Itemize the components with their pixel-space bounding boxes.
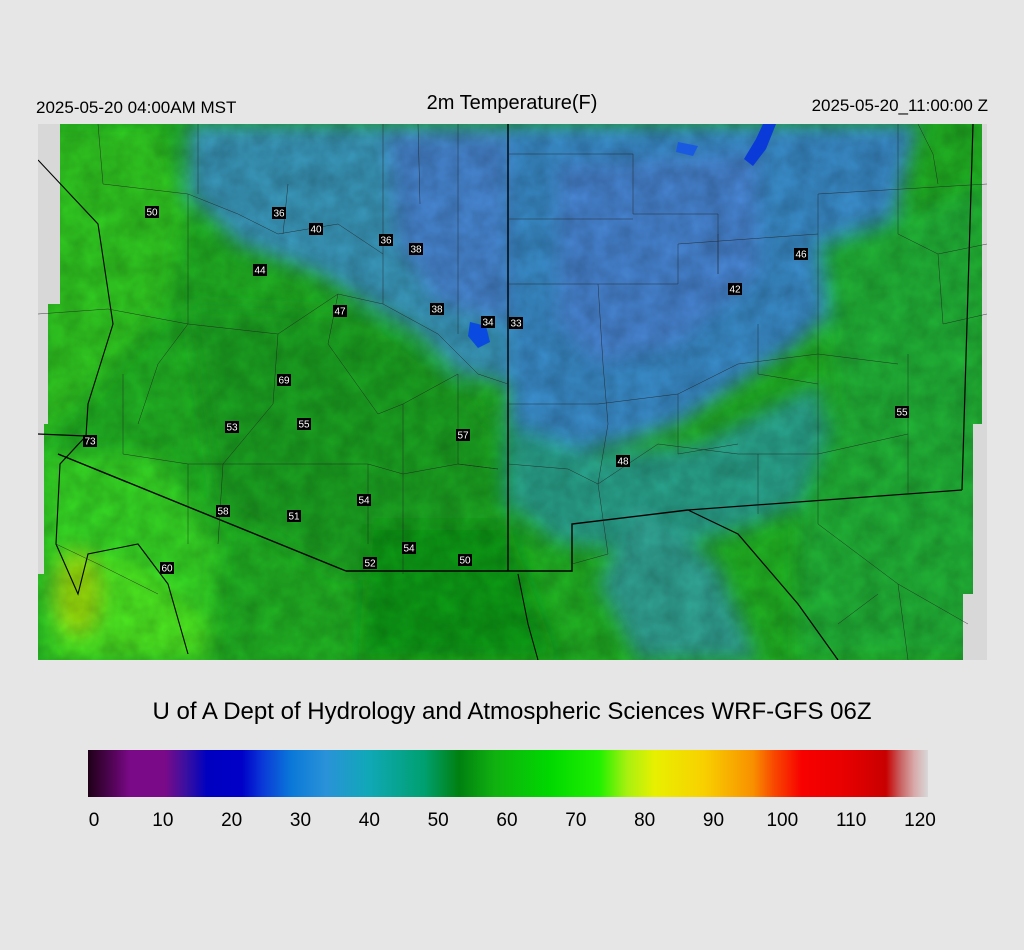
- station-value: 57: [457, 431, 469, 442]
- station-marker: 69: [277, 374, 291, 387]
- colorbar-tick: 120: [904, 810, 936, 831]
- station-value: 50: [146, 208, 158, 219]
- station-marker: 55: [297, 418, 311, 431]
- station-marker: 36: [272, 207, 286, 220]
- station-marker: 36: [379, 234, 393, 247]
- station-value: 44: [254, 266, 266, 277]
- valid-time-utc: 2025-05-20_11:00:00 Z: [811, 96, 988, 115]
- station-marker: 46: [794, 248, 808, 261]
- station-value: 69: [278, 376, 290, 387]
- station-marker: 33: [509, 317, 523, 330]
- station-value: 38: [410, 245, 422, 256]
- station-marker: 42: [728, 283, 742, 296]
- station-marker: 47: [333, 305, 347, 318]
- station-value: 58: [217, 507, 229, 518]
- station-value: 46: [795, 250, 807, 261]
- colorbar-tick: 30: [289, 810, 312, 831]
- station-marker: 50: [458, 554, 472, 567]
- colorbar-tick: 100: [766, 810, 799, 831]
- station-value: 47: [334, 307, 346, 318]
- station-marker: 58: [216, 505, 230, 518]
- station-marker: 34: [481, 316, 495, 329]
- station-marker: 54: [357, 494, 371, 507]
- station-value: 54: [403, 544, 415, 555]
- colorbar-tick: 60: [496, 810, 518, 831]
- station-marker: 40: [309, 223, 323, 236]
- station-value: 36: [273, 209, 285, 220]
- station-value: 73: [84, 437, 96, 448]
- map-title: 2m Temperature(F): [426, 92, 598, 114]
- colorbar-tick: 10: [152, 810, 174, 831]
- station-value: 33: [510, 319, 522, 330]
- station-marker: 55: [895, 406, 909, 419]
- station-value: 60: [161, 564, 173, 575]
- station-value: 55: [896, 408, 908, 419]
- station-value: 34: [482, 318, 494, 329]
- station-marker: 52: [363, 557, 377, 570]
- temperature-map: 50 36 40 36 38 44 47 38 34 33 46 42 69 53 55 57 73 55 48 54…: [38, 124, 987, 660]
- station-value: 55: [298, 420, 310, 431]
- station-value: 54: [358, 496, 370, 507]
- temperature-field: [38, 124, 987, 660]
- station-value: 50: [459, 556, 471, 567]
- valid-time-local: 2025-05-20 04:00AM MST: [36, 98, 237, 117]
- station-marker: 53: [225, 421, 239, 434]
- station-value: 51: [288, 512, 300, 523]
- colorbar-tick: 40: [358, 810, 380, 831]
- station-marker: 50: [145, 206, 159, 219]
- credit-line: U of A Dept of Hydrology and Atmospheric…: [152, 698, 872, 725]
- station-marker: 51: [287, 510, 301, 523]
- station-labels: 50 36 40 36 38 44 47 38 34 33 46 42 69 53 55 57 73 55 48 54…: [83, 206, 909, 575]
- station-marker: 73: [83, 435, 97, 448]
- colorbar-tick: 0: [88, 810, 100, 831]
- station-marker: 54: [402, 542, 416, 555]
- colorbar-tick: 90: [702, 810, 725, 831]
- station-marker: 48: [616, 455, 630, 468]
- colorbar-tick: 80: [634, 810, 656, 831]
- station-value: 42: [729, 285, 741, 296]
- colorbar-tick: 110: [836, 810, 867, 831]
- station-value: 36: [380, 236, 392, 247]
- colorbar-tick-labels: 0 10 20 30 40 50 60 70 80 90 100 110 120: [88, 810, 936, 836]
- colorbar-tick: 50: [427, 810, 449, 831]
- station-marker: 38: [409, 243, 423, 256]
- station-marker: 44: [253, 264, 267, 277]
- station-value: 53: [226, 423, 238, 434]
- station-value: 52: [364, 559, 376, 570]
- station-value: 38: [431, 305, 443, 316]
- colorbar-tick: 70: [565, 810, 587, 831]
- colorbar-tick: 20: [221, 810, 243, 831]
- station-marker: 38: [430, 303, 444, 316]
- station-marker: 60: [160, 562, 174, 575]
- colorbar: [88, 750, 928, 797]
- boundaries: [38, 124, 987, 660]
- station-value: 40: [310, 225, 322, 236]
- station-value: 48: [617, 457, 629, 468]
- station-marker: 57: [456, 429, 470, 442]
